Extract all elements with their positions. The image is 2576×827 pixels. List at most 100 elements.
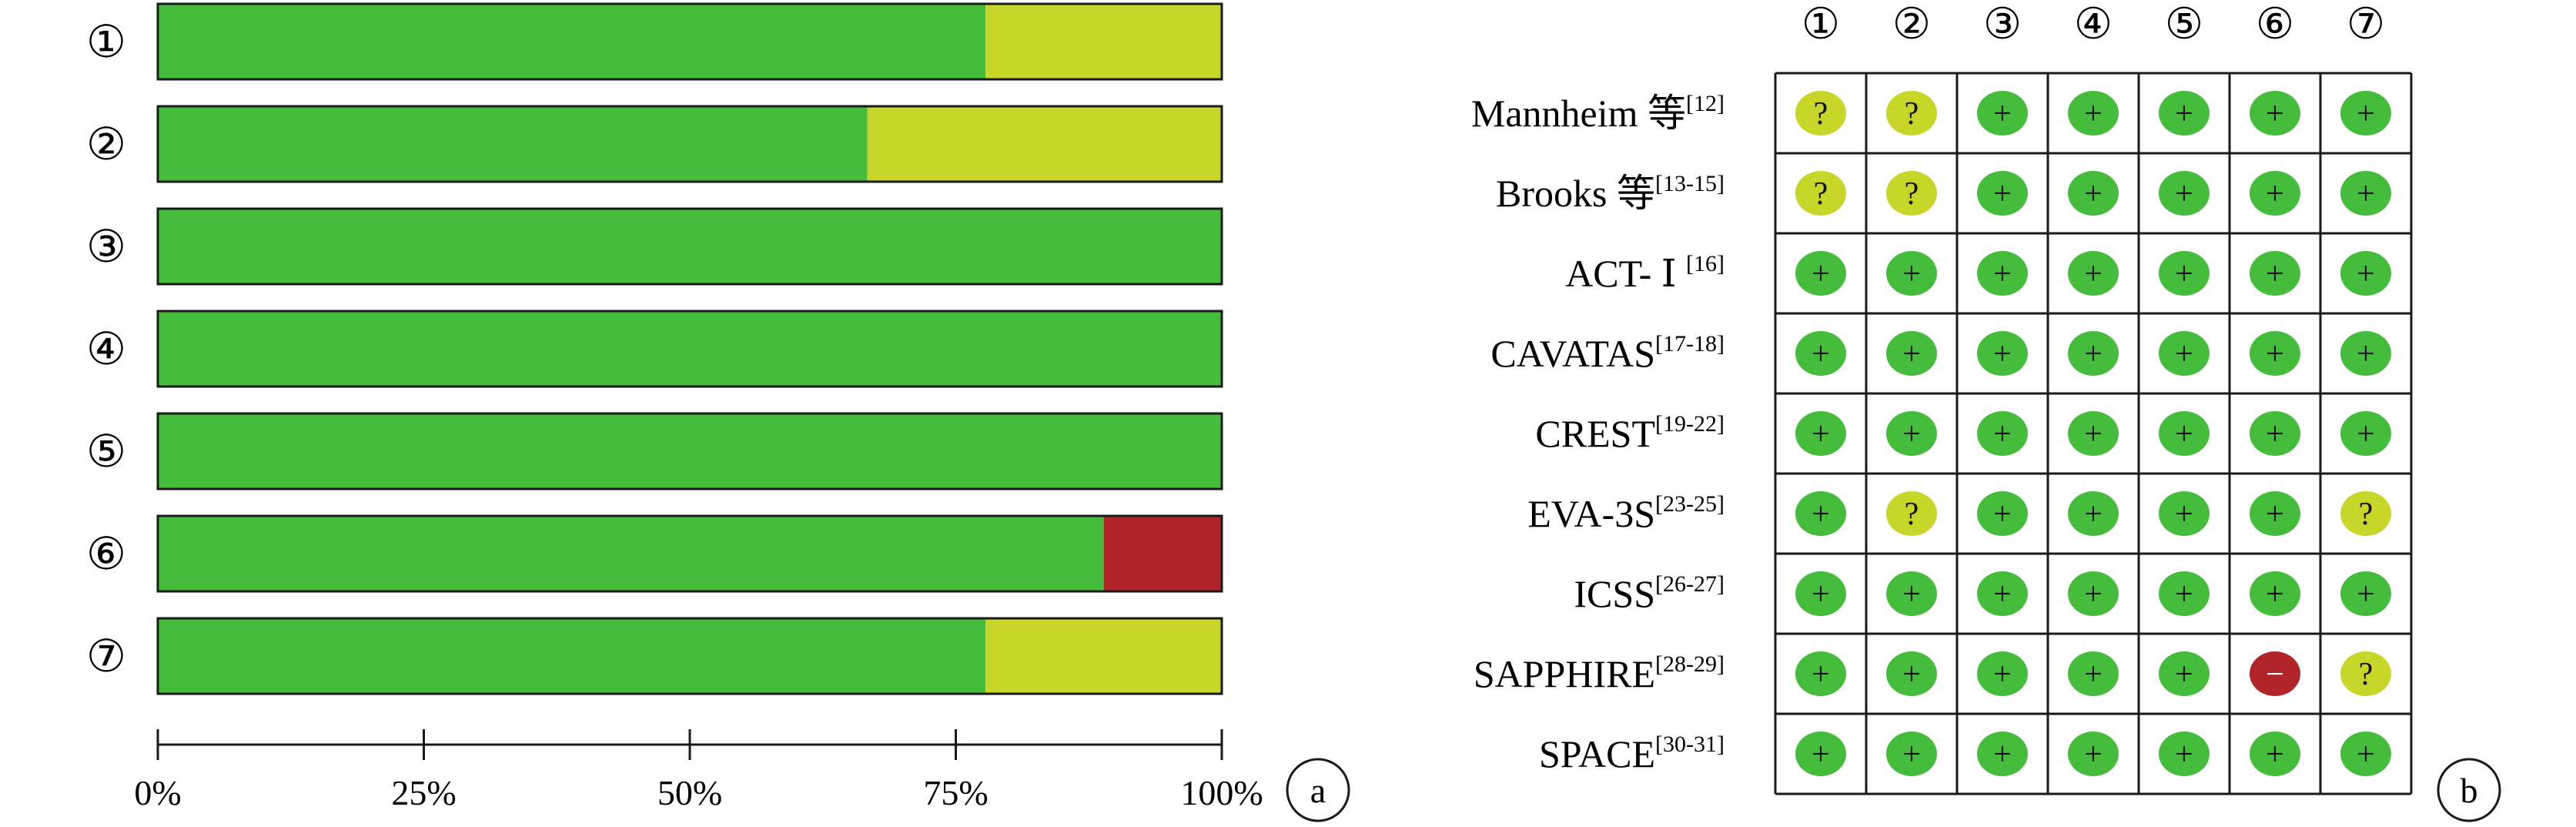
category-label: ③	[86, 222, 126, 272]
judgement-symbol: +	[2357, 96, 2375, 132]
judgement-dot	[1795, 171, 1846, 216]
judgement-symbol: +	[2266, 417, 2284, 452]
study-label: ACT- Ⅰ [16]	[1565, 251, 1725, 295]
judgement-dot	[1795, 571, 1846, 616]
judgement-symbol: +	[1902, 256, 1921, 292]
judgement-symbol: +	[2357, 256, 2375, 292]
judgement-symbol: +	[1902, 577, 1921, 612]
judgement-dot	[2340, 732, 2391, 776]
judgement-dot	[2250, 171, 2300, 216]
judgement-dot	[2250, 491, 2300, 536]
bar-segment-5-1	[158, 414, 1222, 489]
judgement-dot	[2068, 91, 2119, 136]
judgement-symbol: +	[2175, 336, 2193, 372]
study-label: CAVATAS[17-18]	[1490, 331, 1725, 375]
category-label: ⑤	[86, 427, 126, 477]
judgement-symbol: +	[2175, 737, 2193, 772]
judgement-symbol: ?	[1814, 96, 1828, 132]
judgement-dot	[2250, 331, 2300, 376]
judgement-symbol: +	[2175, 497, 2193, 532]
judgement-dot	[2159, 491, 2210, 536]
judgement-dot	[2159, 571, 2210, 616]
judgement-dot	[1977, 411, 2028, 456]
bar-segment-1-1	[158, 4, 986, 79]
judgement-symbol: +	[2357, 336, 2375, 372]
category-label: ⑦	[86, 631, 126, 681]
judgement-symbol: +	[2175, 577, 2193, 612]
judgement-dot	[2340, 171, 2391, 216]
judgement-dot	[2250, 571, 2300, 616]
judgement-symbol: +	[2175, 256, 2193, 292]
x-tick-label: 75%	[923, 773, 988, 812]
stacked-bar-chart: ① ② ③ ④ ⑤ ⑥ ⑦ 0% 25% 50% 75% 100% a	[86, 2, 1350, 822]
judgement-symbol: +	[2266, 737, 2284, 772]
panel-label: a	[1310, 771, 1326, 810]
bar-outline	[156, 514, 1223, 593]
judgement-dot	[1886, 171, 1937, 216]
bar-segment-1-2	[985, 4, 1222, 79]
column-header: ③	[1983, 1, 2022, 49]
judgement-symbol: +	[2357, 417, 2375, 452]
bar-outline	[156, 207, 1223, 286]
study-name: Brooks 等	[1496, 172, 1655, 215]
judgement-dot	[2159, 331, 2210, 376]
judgement-dot	[2159, 732, 2210, 776]
column-header: ⑥	[2256, 1, 2294, 49]
judgement-dot	[2340, 491, 2391, 536]
judgement-symbol: +	[2357, 577, 2375, 612]
judgement-dot	[2068, 491, 2119, 536]
judgement-dot	[2159, 91, 2210, 136]
judgement-dot	[1886, 491, 1937, 536]
study-label: CREST[19-22]	[1535, 411, 1725, 455]
judgement-symbol: +	[2357, 737, 2375, 772]
judgement-symbol: +	[2084, 336, 2103, 372]
judgement-symbol: +	[1993, 497, 2012, 532]
judgement-dot	[2340, 651, 2391, 696]
study-label: ICSS[26-27]	[1574, 571, 1725, 615]
judgement-dot	[2340, 571, 2391, 616]
study-ref: [28-29]	[1655, 651, 1725, 677]
judgement-symbol: +	[2084, 417, 2103, 452]
judgement-symbol: +	[1812, 336, 1830, 372]
judgement-symbol: +	[2084, 176, 2103, 212]
judgement-symbol: +	[2266, 256, 2284, 292]
judgement-dot	[1977, 91, 2028, 136]
judgement-symbol: ?	[1905, 176, 1919, 212]
judgement-dot	[2340, 411, 2391, 456]
judgement-symbol: +	[1993, 336, 2012, 372]
bar-segment-7-1	[158, 618, 986, 694]
judgement-symbol: +	[1993, 737, 2012, 772]
judgement-dot	[1886, 732, 1937, 776]
category-label: ④	[86, 324, 126, 374]
judgement-symbol: +	[1902, 417, 1921, 452]
judgement-dot	[1977, 171, 2028, 216]
judgement-symbol: +	[1902, 657, 1921, 692]
column-header: ①	[1802, 1, 1840, 49]
judgement-symbol: +	[1993, 176, 2012, 212]
judgement-dot	[1886, 411, 1937, 456]
column-header: ④	[2074, 1, 2113, 49]
judgement-dot	[2250, 732, 2300, 776]
category-label: ②	[86, 119, 126, 169]
study-name: CREST	[1535, 412, 1655, 455]
judgement-symbol: +	[1993, 577, 2012, 612]
judgement-symbol: +	[1993, 657, 2012, 692]
bar-segment-2-2	[867, 106, 1222, 182]
judgement-dot	[1886, 251, 1937, 296]
study-name: ACT- Ⅰ	[1565, 252, 1686, 295]
judgement-dot	[2250, 411, 2300, 456]
judgement-symbol: +	[1993, 417, 2012, 452]
judgement-symbol: ?	[2359, 657, 2374, 692]
judgement-dot	[1977, 571, 2028, 616]
judgement-dot	[2159, 411, 2210, 456]
column-header: ⑤	[2165, 1, 2203, 49]
study-ref: [13-15]	[1655, 171, 1725, 196]
judgement-symbol: +	[2266, 577, 2284, 612]
study-label: EVA-3S[23-25]	[1527, 491, 1725, 535]
judgement-symbol: ?	[1905, 497, 1919, 532]
study-label: SPACE[30-31]	[1539, 732, 1725, 775]
judgement-symbol: +	[2175, 417, 2193, 452]
judgement-dot	[2068, 732, 2119, 776]
study-ref: [16]	[1686, 251, 1725, 276]
judgement-dot	[2068, 251, 2119, 296]
